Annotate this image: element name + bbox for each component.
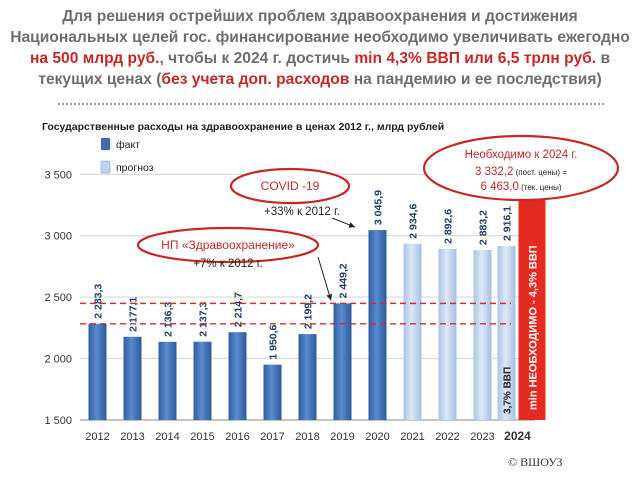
np-arrow [317,256,333,301]
y-tick-label: 2 500 [44,292,72,304]
data-label: 2 892,6 [443,209,455,244]
data-label: 2 283,3 [93,284,105,319]
header-highlight-target: min 4,3% ВВП или 6,5 трлн руб. [354,50,597,67]
bar-fact [263,364,282,420]
x-tick-label: 2023 [470,431,494,443]
bar-forecast [403,243,422,420]
need-callout [422,134,620,202]
np-callout-title: НП «Здравоохранение» [161,238,295,252]
bar-forecast [473,250,492,420]
data-label: 2 137,3 [198,302,210,337]
covid-arrow [331,217,356,228]
bar-fact [368,230,387,420]
header-line-4-end: на пандемию и ее последствия) [349,71,602,88]
bar-fact [228,332,247,420]
data-label: 2 136,3 [163,302,175,337]
source-credit: © ВШОУЗ [508,455,563,469]
bar-fact [158,341,177,420]
y-tick-label: 1 500 [44,415,72,427]
data-label: 2 449,2 [338,263,350,298]
bar-fact [88,323,107,420]
data-label: 3 045,9 [373,190,385,225]
x-tick-label: 2018 [295,431,319,443]
np-callout-text: +7% к 2012 г. [193,258,263,270]
bar-fact [193,341,212,420]
data-label: 2 916,1 [502,206,514,241]
legend-label-fact: факт [116,139,140,151]
header-line-3-end: в [596,50,611,67]
need-callout-line2: 3 332,2 (пост. цены) = [475,166,567,178]
x-tick-label: 2020 [365,431,389,443]
data-label: 2 177,1 [128,297,140,332]
covid-callout [229,167,351,205]
np-callout [136,226,320,264]
legend-label-forecast: прогноз [116,162,154,174]
covid-callout-text: +33% к 2012 г. [264,206,340,218]
header-line-3: на 500 млрд руб., чтобы к 2024 г. достич… [4,48,636,69]
y-tick-label: 3 500 [44,169,72,181]
x-tick-label: 2012 [85,431,109,443]
bar-required-2024 [518,194,546,420]
x-tick-label: 2014 [155,431,179,443]
data-label: 2 934,6 [408,204,420,239]
y-tick-label: 3 000 [44,231,72,243]
header-line-2: Национальных целей гос. финансирование н… [10,29,630,46]
required-bar-label: min НЕОБХОДИМО - 4,3% ВВП [528,245,540,410]
header-highlight-excluded: без учета доп. расходов [161,71,350,88]
x-tick-label: 2024 [504,429,531,443]
header-line-1: Для решения острейших проблем здравоохра… [62,8,578,25]
covid-callout-title: COVID -19 [261,179,320,193]
header-divider [58,103,604,105]
bar-forecast [438,248,457,420]
x-tick-label: 2013 [120,431,144,443]
header-line-4: текущих ценах (без учета доп. расходов н… [4,69,636,90]
y-tick-label: 2 000 [44,354,72,366]
data-label: 1 950,6 [268,324,280,359]
need-callout-line3: 6 463,0 (тек. цены) [480,181,561,193]
x-tick-label: 2017 [260,431,284,443]
legend-swatch-fact [101,138,110,150]
data-label: 2 214,7 [233,292,245,327]
x-tick-label: 2022 [435,431,459,443]
x-tick-label: 2019 [330,431,354,443]
share-2024-label: 3,7% ВВП [503,367,514,414]
bar-fact [123,336,142,420]
chart-title: Государственные расходы на здравоохранен… [42,121,444,133]
header-line-4-start: текущих ценах ( [38,71,162,88]
x-tick-label: 2021 [400,431,424,443]
header-line-3-middle: , чтобы к 2024 г. достичь [159,50,355,67]
header-highlight-amount: на 500 млрд руб. [29,50,160,67]
bar-fact [298,334,317,420]
x-tick-label: 2015 [190,431,214,443]
x-tick-label: 2016 [225,431,249,443]
data-label: 2 883,2 [478,210,490,245]
bar-fact [333,303,352,420]
header-text: Для решения острейших проблем здравоохра… [4,6,636,90]
legend-swatch-forecast [100,160,111,174]
need-callout-line1: Необходимо к 2024 г. [465,149,578,161]
bar-forecast [497,246,516,420]
